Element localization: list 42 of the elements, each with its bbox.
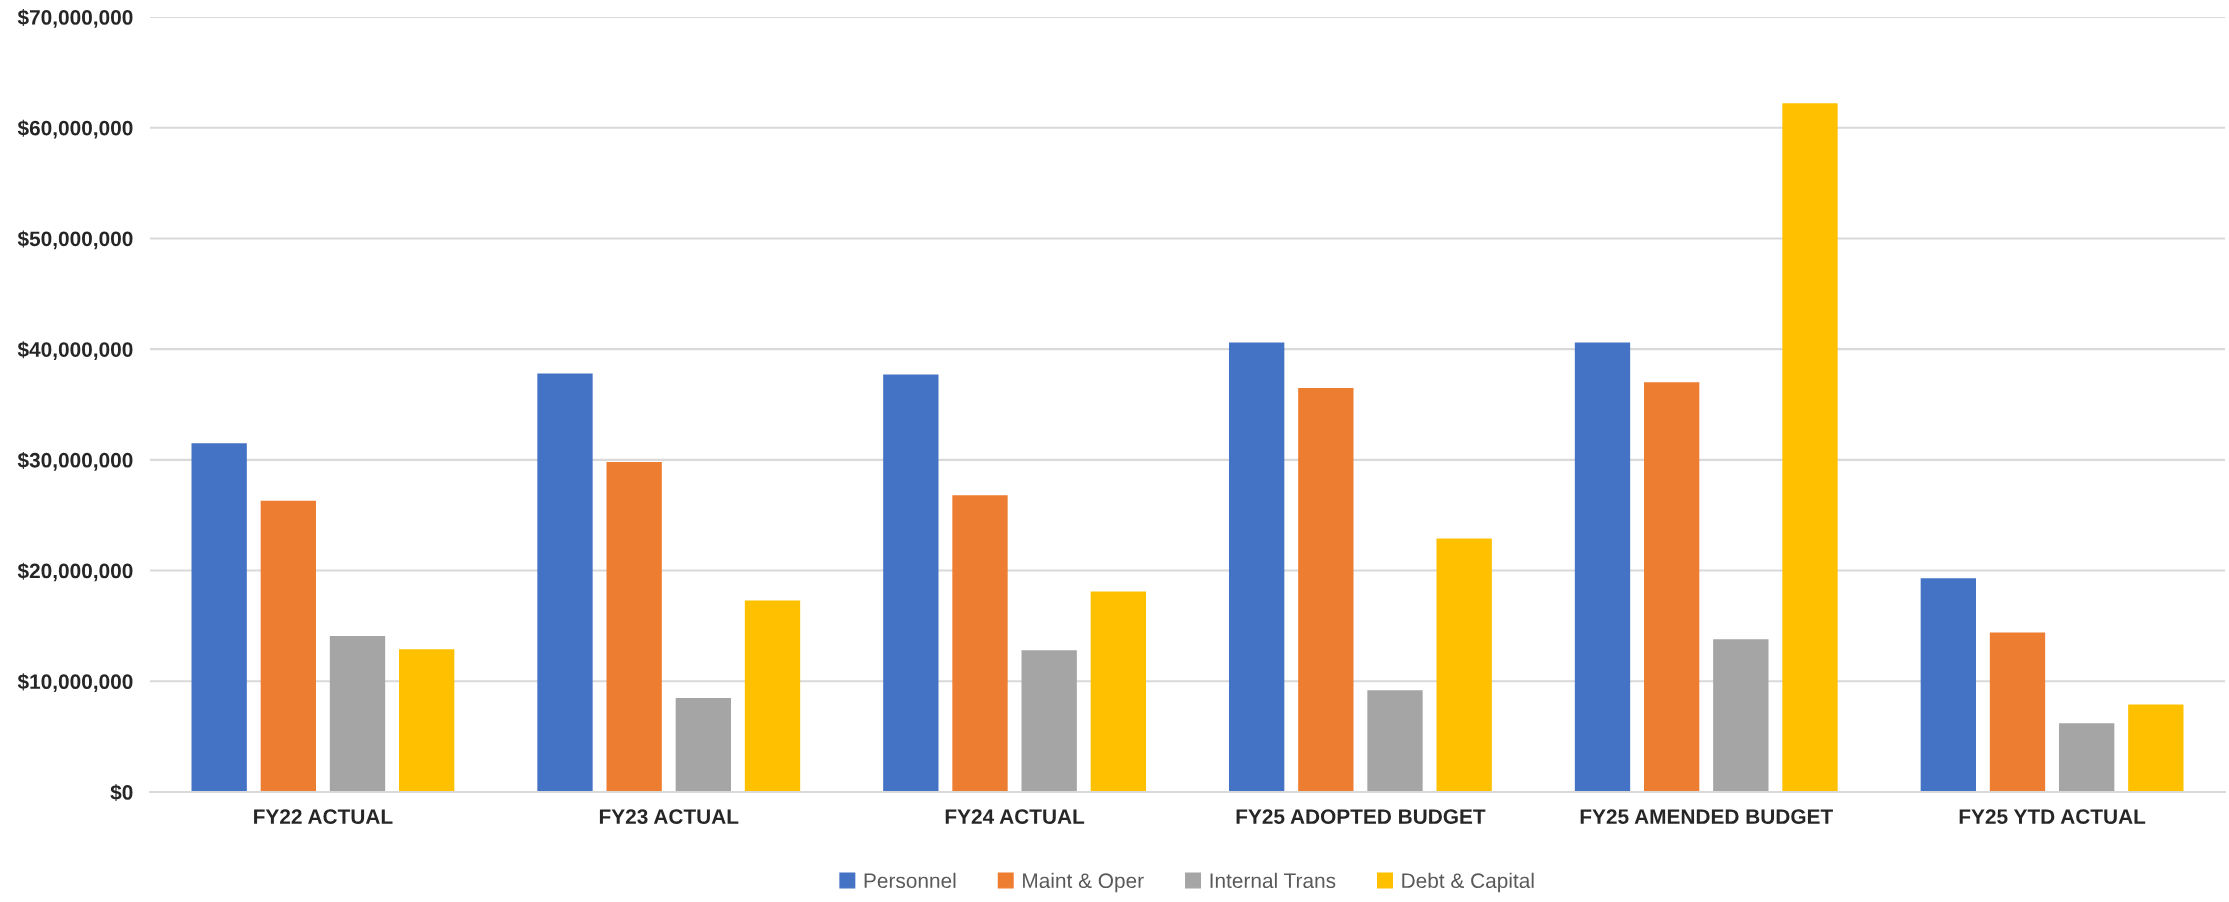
bar: [1644, 382, 1700, 792]
y-tick-label: $0: [110, 784, 133, 802]
x-tick-label: FY25 ADOPTED BUDGET: [1236, 809, 1486, 824]
bar: [2059, 723, 2115, 792]
y-tick-label: $70,000,000: [17, 9, 133, 28]
bar: [2128, 704, 2184, 792]
bar: [1367, 690, 1423, 792]
bar: [191, 443, 247, 792]
legend-label: Internal Trans: [1210, 872, 1336, 889]
bar: [1574, 342, 1631, 792]
y-tick-label: $50,000,000: [17, 230, 133, 250]
bar: [952, 495, 1008, 792]
bar: [1989, 632, 2046, 792]
bar: [1229, 342, 1285, 792]
bar: [1782, 103, 1838, 792]
bar: [1920, 578, 1976, 792]
bar: [1298, 387, 1354, 792]
bar: [329, 635, 386, 792]
legend-label: Maint & Oper: [1023, 872, 1144, 893]
x-tick-label: FY22 ACTUAL: [254, 809, 393, 824]
bar: [675, 697, 731, 792]
bar: [1021, 650, 1077, 792]
x-tick-label: FY23 ACTUAL: [599, 809, 739, 824]
bar: [1090, 591, 1146, 792]
bar: [260, 500, 316, 792]
bar: [606, 462, 662, 792]
legend-label: Personnel: [864, 872, 956, 889]
bar: [1713, 639, 1769, 792]
x-tick-label: FY25 AMENDED BUDGET: [1580, 809, 1833, 824]
y-tick-label: $20,000,000: [17, 562, 133, 582]
bar: [1436, 538, 1492, 792]
x-tick-label: FY24 ACTUAL: [945, 809, 1085, 824]
legend-label: Debt & Capital: [1402, 872, 1534, 893]
y-tick-label: $30,000,000: [17, 451, 133, 471]
y-tick-label: $60,000,000: [17, 119, 133, 139]
bar: [537, 373, 593, 792]
y-tick-label: $40,000,000: [17, 341, 133, 360]
y-tick-label: $10,000,000: [17, 673, 133, 693]
x-tick-label: FY25 YTD ACTUAL: [1959, 809, 2146, 824]
bar: [883, 374, 939, 792]
bar: [744, 600, 801, 792]
bar: [399, 649, 455, 792]
